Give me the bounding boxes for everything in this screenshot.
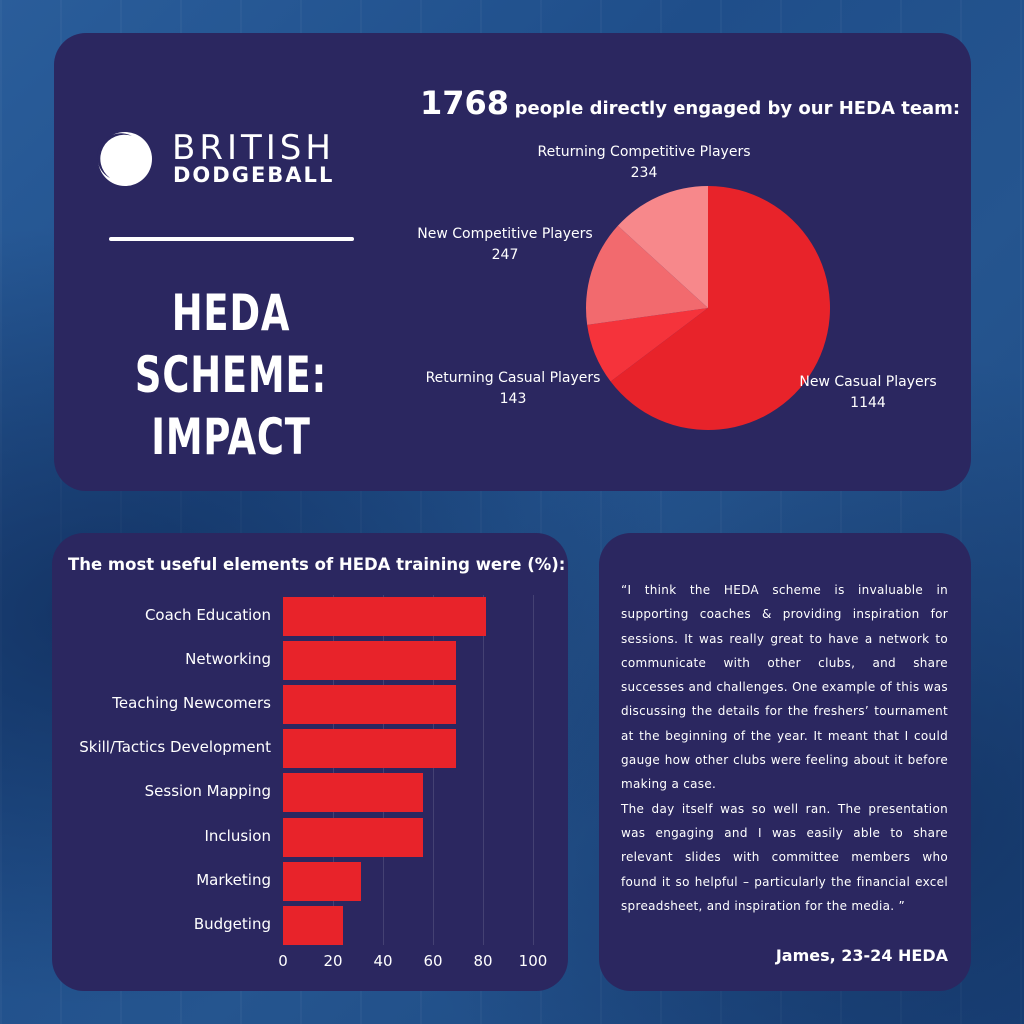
bar [283, 685, 456, 725]
pie-slice-returning-competitive-players [617, 186, 708, 308]
pie-label-value: 234 [630, 165, 658, 181]
pie-label: New Competitive Players 247 [417, 224, 592, 266]
testimonial-author: James, 23-24 HEDA [775, 946, 948, 965]
pie-title: 1768 people directly engaged by our HEDA… [420, 84, 960, 122]
bar-category-label: Skill/Tactics Development [79, 738, 271, 757]
testimonial-card [599, 533, 971, 991]
pie-label-name: New Competitive Players [417, 226, 593, 242]
bar-category-label: Marketing [196, 870, 271, 889]
brand-line2: DODGEBALL [173, 163, 335, 187]
x-tick-label: 80 [473, 952, 493, 970]
page-title-line1: HEDA SCHEME: [134, 284, 328, 404]
brand-line1: BRITISH [172, 128, 335, 168]
page-title: HEDA SCHEME: IMPACT [101, 282, 362, 468]
bar [283, 773, 423, 813]
testimonial-paragraph-2: The day itself was so well ran. The pres… [621, 801, 948, 913]
gridline [433, 595, 434, 945]
x-tick-label: 100 [518, 952, 548, 970]
bar-category-label: Budgeting [193, 914, 271, 933]
bar-category-label: Teaching Newcomers [112, 694, 271, 713]
pie-title-number: 1768 [420, 84, 510, 122]
gridline [383, 595, 384, 945]
british-dodgeball-logo-icon [97, 132, 152, 186]
bar [283, 729, 456, 769]
testimonial-text: “I think the HEDA scheme is invaluable i… [621, 578, 948, 918]
bar-category-label: Coach Education [144, 606, 271, 624]
pie-label: Returning Competitive Players 234 [537, 142, 750, 184]
pie-slice-new-competitive-players [585, 225, 708, 325]
bar-category-label: Session Mapping [144, 782, 271, 801]
bar-chart-title: The most useful elements of HEDA trainin… [68, 555, 566, 574]
pie-slice-returning-casual-players [587, 308, 708, 382]
bar [283, 905, 343, 945]
x-tick-label: 20 [323, 952, 343, 970]
x-tick-label: 60 [423, 952, 443, 970]
pie-label-value: 143 [499, 391, 527, 407]
pie-label: Returning Casual Players 143 [426, 368, 601, 410]
bar-category-label: Networking [185, 650, 271, 669]
x-tick-label: 40 [373, 952, 393, 970]
testimonial-paragraph-1: “I think the HEDA scheme is invaluable i… [621, 583, 948, 792]
pie-slice-new-casual-players [610, 186, 830, 431]
pie-label-name: Returning Competitive Players [537, 144, 751, 160]
pie-label: New Casual Players 1144 [799, 372, 936, 414]
gridline [483, 595, 484, 945]
page-title-line2: IMPACT [151, 408, 311, 466]
gridline [533, 595, 534, 945]
pie-label-name: New Casual Players [799, 374, 937, 390]
bar [283, 861, 361, 901]
pie-label-value: 1144 [850, 395, 886, 411]
x-tick-label: 0 [278, 952, 288, 970]
pie-title-text: people directly engaged by our HEDA team… [514, 98, 961, 119]
divider [109, 237, 354, 241]
bar [283, 597, 486, 636]
pie-label-name: Returning Casual Players [425, 370, 601, 386]
bar [283, 641, 456, 681]
bar [283, 817, 423, 857]
bar-category-label: Inclusion [204, 826, 271, 845]
gridline [333, 595, 334, 945]
pie-label-value: 247 [491, 247, 519, 263]
